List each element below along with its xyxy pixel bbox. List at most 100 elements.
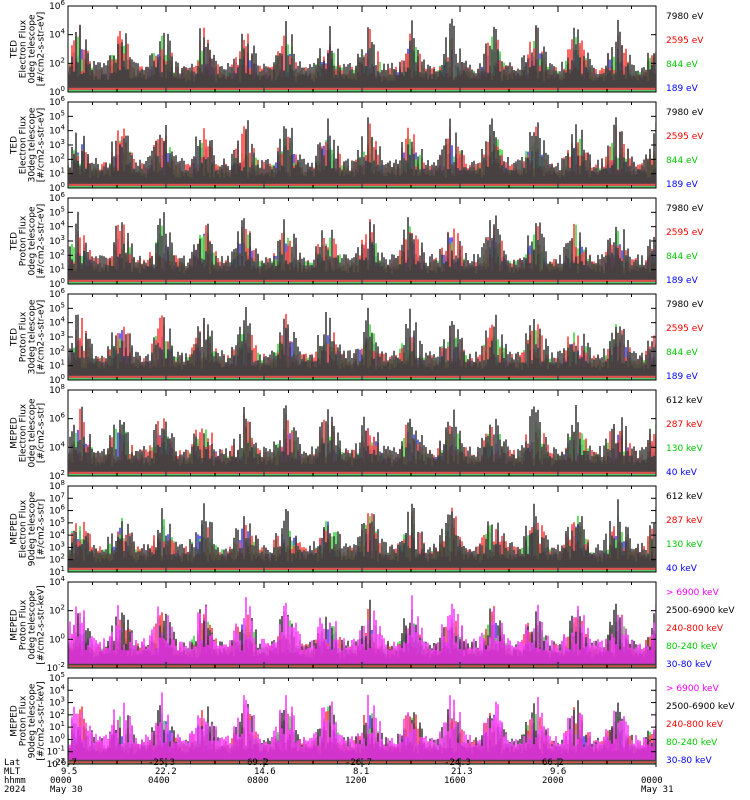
legend-entry: 40 keV [666, 564, 698, 574]
y-tick-label: 104 [49, 124, 65, 137]
traces [68, 307, 656, 380]
legend-entry: 7980 eV [666, 108, 704, 118]
y-axis-title: TEDElectron Flux30deg telescope[#/cm2-s-… [10, 107, 47, 182]
y-tick-label: 102 [49, 708, 65, 721]
series-trace-1 [68, 18, 656, 88]
y-tick-label: 104 [49, 440, 65, 453]
legend-entry: 40 keV [666, 468, 698, 478]
legend-entry: > 6900 keV [666, 684, 720, 694]
y-axis-title: MEPEDElectron Flux90deg telescope[#/cm2-… [10, 491, 47, 566]
y-tick-label: 105 [49, 205, 65, 218]
y-tick-label: 103 [49, 696, 65, 709]
legend-entry: 7980 eV [666, 204, 704, 214]
series-trace-1 [68, 307, 656, 376]
legend-entry: 844 eV [666, 60, 699, 70]
traces [68, 499, 656, 572]
y-tick-label: 100 [49, 632, 65, 645]
traces [68, 117, 656, 188]
y-tick-label: 108 [49, 383, 65, 396]
y-tick-label: 10-2 [47, 757, 65, 770]
y-tick-label: 10-2 [47, 661, 65, 674]
y-tick-label: 100 [49, 732, 65, 745]
y-tick-label: 10-1 [47, 745, 65, 758]
time-axis-annotation: Lat -26.7 -25.3 69.2 -26.7 -24.3 66.2 ML… [0, 758, 750, 800]
y-axis-title: MEPEDElectron Flux0deg telescope[#/cm2-s… [10, 398, 47, 468]
y-tick-label: 101 [49, 263, 65, 276]
legend-entry: 612 keV [666, 396, 703, 406]
hhmm-row-label: hhmm [4, 776, 26, 786]
hhmm-value: 0400 [148, 776, 170, 786]
mlt-value: 9.6 [550, 767, 567, 777]
legend-entry: 287 keV [666, 516, 703, 526]
mlt-value: 22.2 [155, 767, 177, 777]
legend-entry: 189 eV [666, 84, 699, 94]
hhmm-value: 0000 [641, 776, 663, 786]
legend-entry: 189 eV [666, 372, 699, 382]
traces [68, 405, 656, 476]
y-tick-label: 104 [49, 683, 65, 696]
legend-entry: > 6900 keV [666, 588, 720, 598]
traces [68, 211, 656, 284]
y-tick-label: 105 [49, 301, 65, 314]
y-tick-label: 103 [49, 330, 65, 343]
traces [68, 595, 656, 668]
y-tick-label: 106 [49, 0, 65, 12]
y-tick-label: 101 [49, 720, 65, 733]
y-tick-label: 102 [49, 469, 65, 482]
lat-value: 66.2 [542, 758, 564, 768]
y-tick-label: 101 [49, 167, 65, 180]
y-tick-label: 102 [49, 344, 65, 357]
y-tick-label: 106 [49, 191, 65, 204]
y-tick-label: 104 [49, 220, 65, 233]
legend-entry: 30-80 keV [666, 756, 712, 766]
lat-row-label: Lat [4, 758, 21, 768]
legend-entry: 7980 eV [666, 300, 704, 310]
hhmm-row: hhmm 0000 0400 0800 1200 1600 2000 0000 [0, 776, 750, 786]
y-tick-label: 105 [49, 671, 65, 684]
y-tick-label: 103 [49, 540, 65, 553]
lat-value: -25.3 [148, 758, 176, 768]
y-tick-label: 102 [49, 553, 65, 566]
legend-entry: 130 keV [666, 540, 703, 550]
traces [68, 692, 656, 764]
hhmm-value: 1600 [444, 776, 466, 786]
legend-entry: 2595 eV [666, 228, 704, 238]
series-trace-1 [68, 117, 656, 184]
legend-entry: 2500-6900 keV [666, 606, 735, 616]
legend-entry: 240-800 keV [666, 624, 724, 634]
legend-entry: 130 keV [666, 444, 703, 454]
y-tick-label: 101 [49, 565, 65, 578]
y-tick-label: 103 [49, 234, 65, 247]
y-tick-label: 100 [49, 277, 65, 290]
y-tick-label: 105 [49, 109, 65, 122]
y-tick-label: 104 [49, 575, 65, 588]
y-tick-label: 100 [49, 373, 65, 386]
y-tick-label: 106 [49, 95, 65, 108]
legend-entry: 2500-6900 keV [666, 702, 735, 712]
series-trace-1 [68, 211, 656, 280]
date-value: May 30 [50, 785, 83, 795]
y-axis-title: MEPEDProton Flux90deg telescope[#/cm2-s-… [10, 681, 47, 760]
legend-entry: 80-240 keV [666, 738, 718, 748]
y-axis-title: TEDElectron Flux0deg telescope[#/cm2-s-s… [10, 12, 47, 87]
y-axis-title: MEPEDProton Flux0deg telescope[#/cm2-s-s… [10, 585, 47, 664]
y-axis-title: TEDProton Flux30deg telescope[#/cm2-s-st… [10, 299, 47, 374]
year-label: 2024 [4, 785, 26, 795]
date-value: May 31 [641, 785, 674, 795]
y-tick-label: 106 [49, 412, 65, 425]
y-tick-label: 102 [49, 604, 65, 617]
legend-entry: 2595 eV [666, 324, 704, 334]
y-tick-label: 103 [49, 138, 65, 151]
y-tick-label: 104 [49, 28, 65, 41]
series-trace-1 [68, 692, 656, 760]
lat-value: -24.3 [444, 758, 472, 768]
y-tick-label: 102 [49, 248, 65, 261]
y-tick-label: 107 [49, 491, 65, 504]
lat-row: Lat -26.7 -25.3 69.2 -26.7 -24.3 66.2 [0, 758, 750, 768]
y-tick-label: 100 [49, 85, 65, 98]
y-tick-label: 101 [49, 359, 65, 372]
legend-entry: 2595 eV [666, 132, 704, 142]
